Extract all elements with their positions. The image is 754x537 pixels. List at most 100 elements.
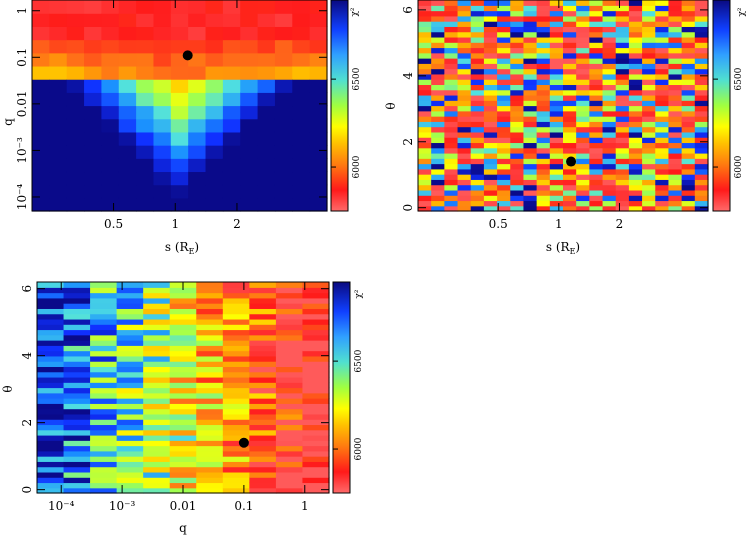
heatmap-cell [510,5,525,12]
heatmap-cell [169,366,197,373]
heatmap-cell [523,152,538,159]
heatmap-cell [196,303,224,309]
heatmap-cell [628,68,643,75]
heatmap-cell [497,79,511,86]
heatmap-cell [563,205,577,212]
heatmap-cell [431,73,445,80]
heatmap-cell [470,168,485,175]
heatmap-cell [483,94,498,101]
heatmap-cell [602,84,617,91]
heatmap-cell [497,131,511,138]
heatmap-cell [694,158,709,165]
heatmap-cell [240,92,259,107]
heatmap-cell [222,424,250,431]
heatmap-cell [222,0,241,14]
heatmap-cell [275,398,304,404]
heatmap-cell [655,26,670,33]
heatmap-cell [37,487,65,494]
heatmap-cell [170,65,189,80]
heatmap-cell [483,184,498,191]
heatmap-cell [576,174,590,180]
heatmap-cell [418,105,432,112]
heatmap-cell [196,466,224,473]
heatmap-cell [90,318,118,325]
heatmap-cell [497,84,511,91]
heatmap-cell [196,434,224,441]
heatmap-cell [257,92,276,107]
heatmap-cell [576,94,590,101]
heatmap-cell [681,10,696,17]
heatmap-cell [169,408,197,415]
heatmap-cell [642,52,656,59]
heatmap-cell [66,65,85,80]
heatmap-cell [563,147,577,154]
heatmap-cell [418,94,432,101]
heatmap-cell [589,89,604,96]
heatmap-cell [602,147,617,154]
heatmap-cell [457,26,472,33]
heatmap-cell [444,15,459,22]
heatmap-cell [169,450,197,457]
heatmap-cell [169,398,197,404]
heatmap-cell [668,89,683,96]
heatmap-cell [510,31,525,38]
heatmap-cell [302,355,330,362]
heatmap-cell [457,73,472,80]
heatmap-cell [302,408,330,415]
heatmap-cell [694,15,709,22]
heatmap-cell [116,324,144,331]
heatmap-cell [563,79,577,86]
heatmap-cell [90,387,118,394]
heatmap-cell [457,147,472,154]
heatmap-cell [510,163,525,170]
heatmap-cell [222,158,241,173]
heatmap-cell [668,131,683,138]
heatmap-cell [136,131,155,146]
colorbar-tick-label: 6500 [734,67,744,90]
heatmap-cell [196,392,224,399]
heatmap-cell [549,158,564,165]
heatmap-cell [655,89,670,96]
heatmap-cell [523,94,538,101]
heatmap-cell [188,52,207,67]
heatmap-cell [444,26,459,33]
heatmap-cell [249,429,277,436]
heatmap-cell [589,79,604,86]
heatmap-cell [170,39,189,54]
heatmap-cell [222,413,250,420]
heatmap-cell [275,355,304,362]
heatmap-cell [275,461,304,468]
heatmap-cell [589,152,604,159]
heatmap-cell [222,145,241,159]
heatmap-cell [63,345,91,352]
heatmap-cell [90,461,118,468]
heatmap-cell [37,361,65,368]
heatmap-cell [49,197,68,212]
heatmap-cell [292,13,311,27]
heatmap-cell [249,408,277,415]
heatmap-cell [153,39,172,54]
heatmap-cell [668,21,683,27]
heatmap-cell [668,105,683,112]
heatmap-cell [418,121,432,128]
heatmap-cell [66,79,85,93]
heatmap-cell [444,5,459,12]
heatmap-cell [457,10,472,17]
heatmap-cell [668,189,683,196]
heatmap-cell [589,147,604,154]
heatmap-cell [309,79,328,93]
heatmap-cell [655,158,670,165]
heatmap-cell [628,5,643,12]
heatmap-cell [63,371,91,378]
heatmap-cell [169,371,197,378]
heatmap-cell [275,282,304,288]
heatmap-cell [275,334,304,341]
heatmap-cell [90,424,118,431]
heatmap-cell [536,200,551,207]
heatmap-cell [249,413,277,420]
heatmap-cell [536,31,551,38]
heatmap-cell [510,73,525,80]
heatmap-cell [549,195,564,202]
heatmap-cell [589,47,604,54]
